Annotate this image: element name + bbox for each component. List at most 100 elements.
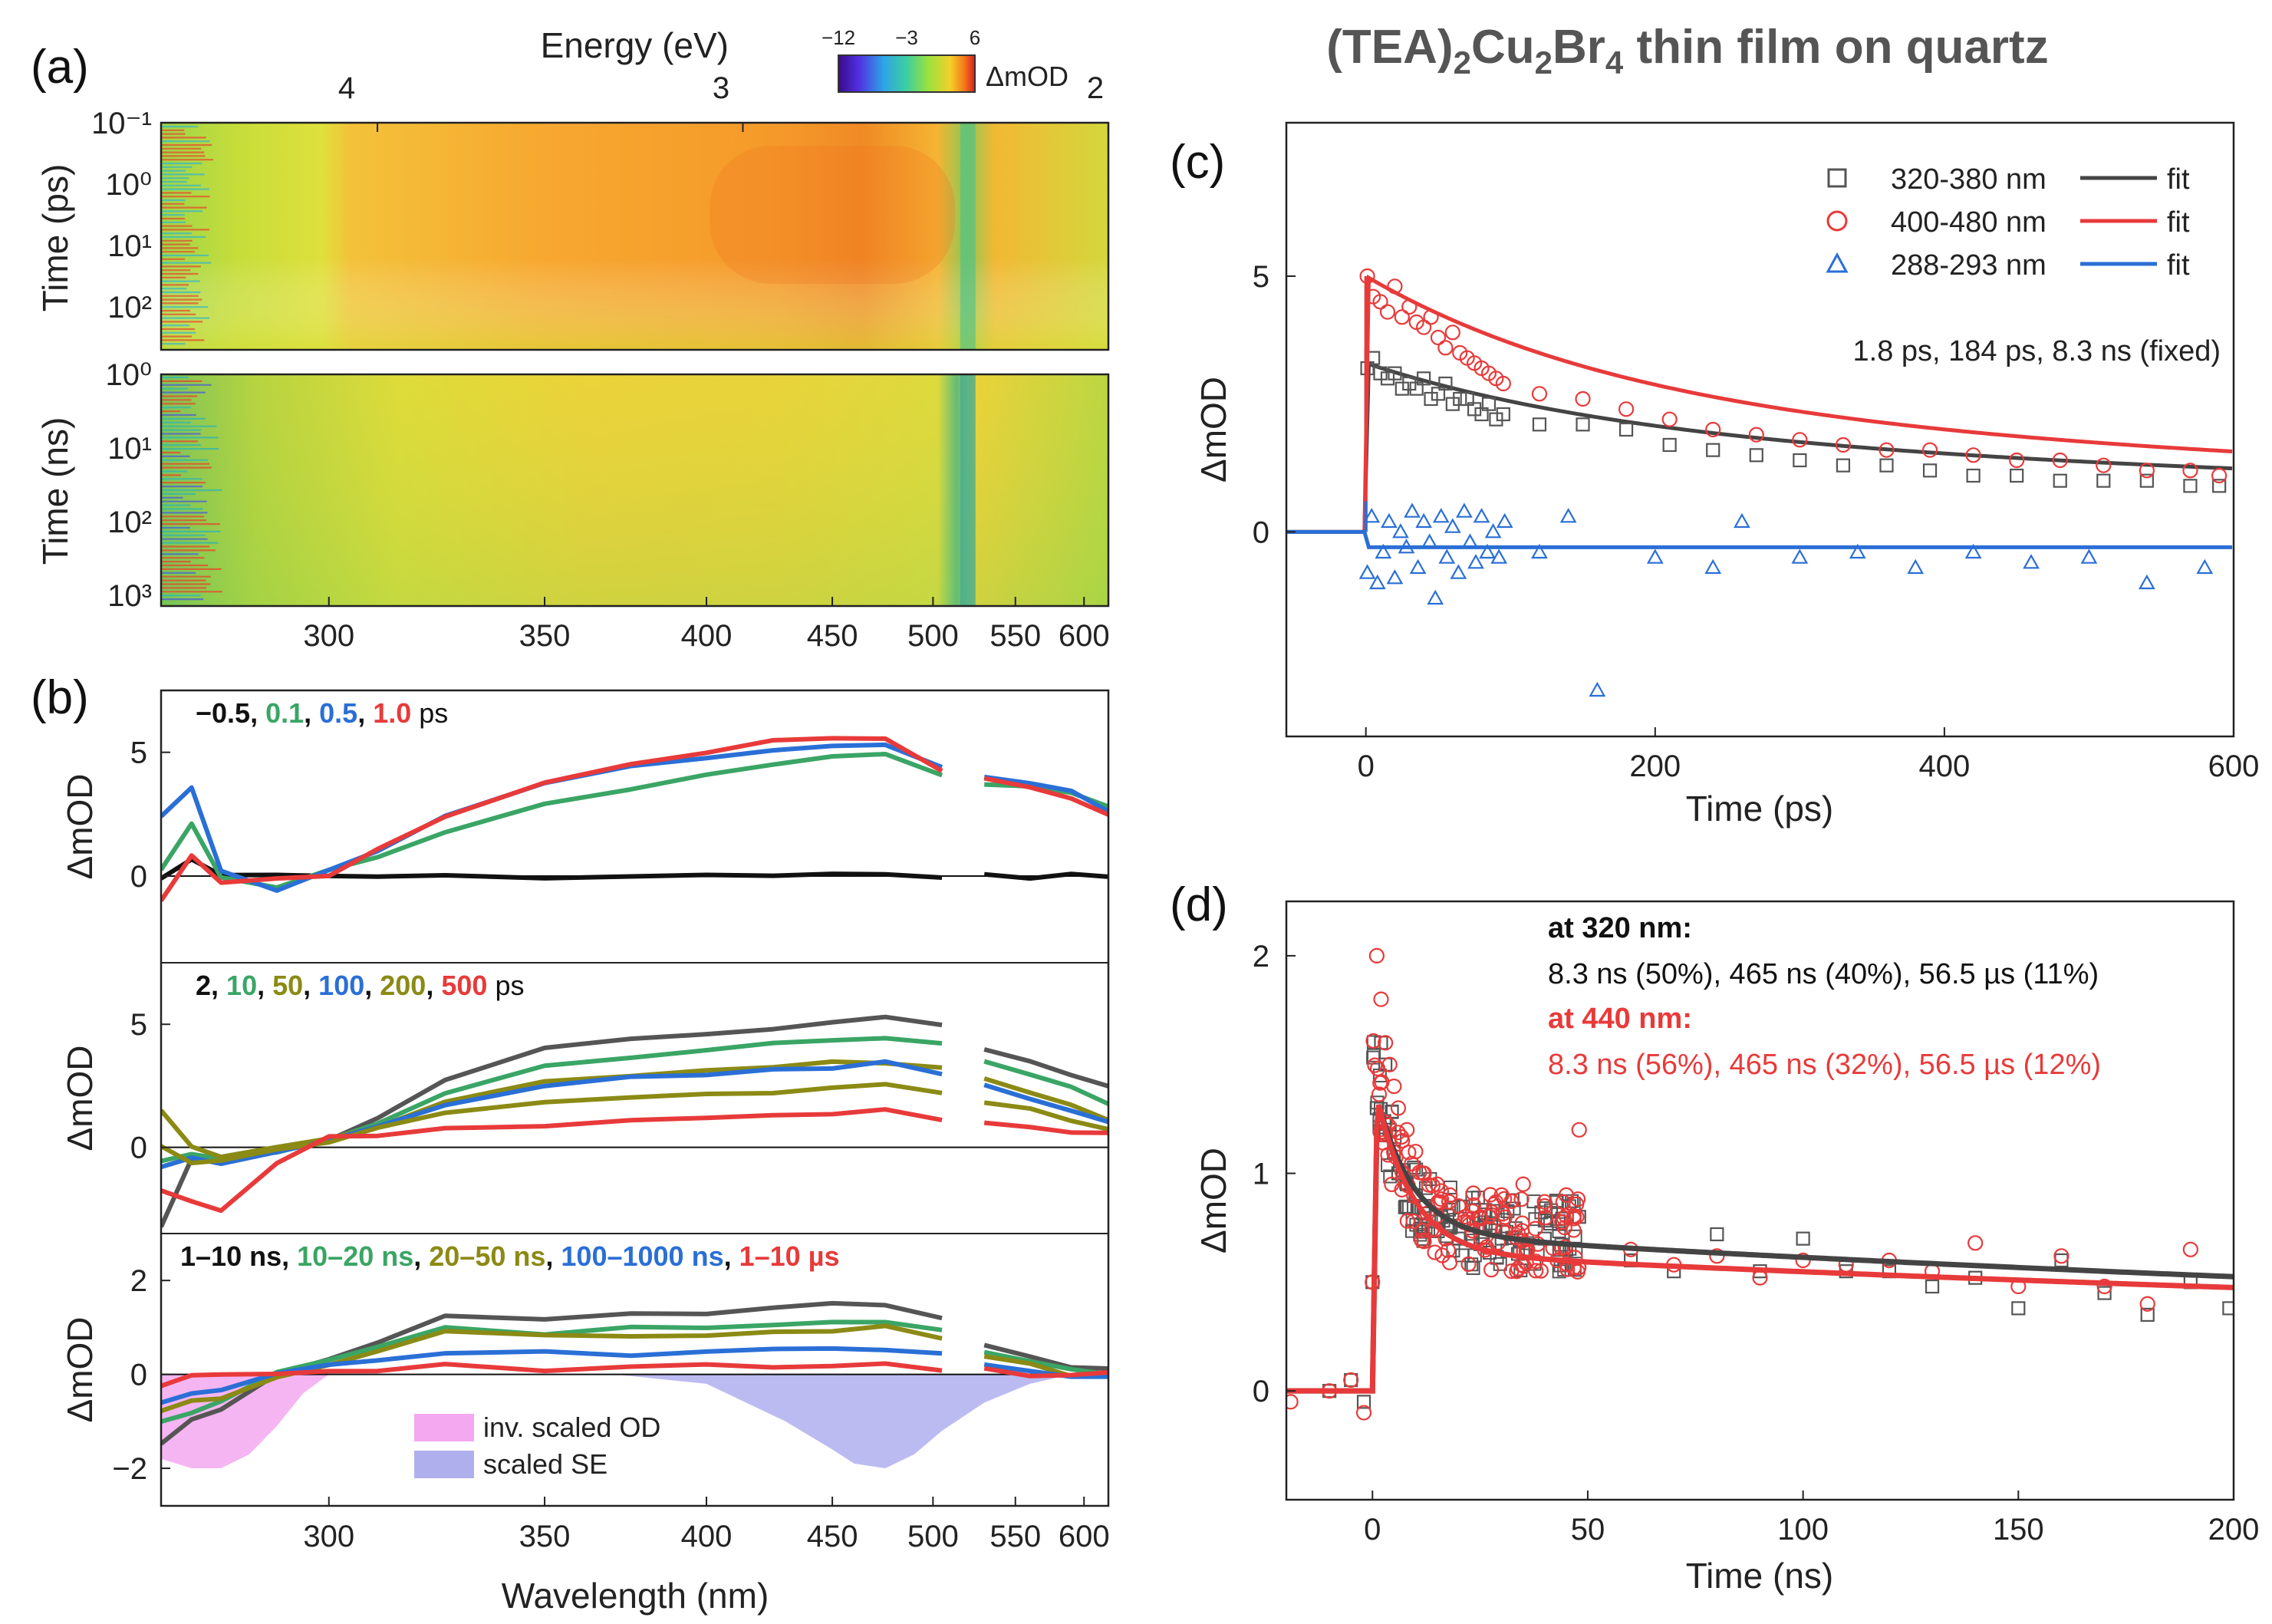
b-fill-legend-label: scaled SE	[483, 1448, 608, 1480]
colorbar	[838, 54, 976, 93]
heatmap-lower-shade	[161, 374, 1108, 606]
c-fit-line	[1286, 361, 2233, 534]
c-point-triangle	[1496, 512, 1513, 529]
d-cloud-circle	[1556, 1210, 1572, 1226]
c-point-circle	[1416, 319, 1432, 335]
c-point-circle	[2009, 452, 2025, 469]
c-point-circle	[1372, 294, 1388, 310]
panel-b: (b) 0 5 ΔmOD −0.5, 0.1, 0.5, 1.0 ps 0 5 ΔmOD 2…	[31, 671, 1110, 1616]
c-point-square	[1879, 458, 1894, 473]
d-xtick-label: 200	[2208, 1513, 2260, 1547]
c-point-square	[2183, 479, 2198, 493]
colorbar-tick-min: −12	[822, 26, 855, 49]
c-point-square	[1424, 391, 1438, 407]
c-point-square	[1388, 366, 1402, 380]
d-cloud-circle	[1441, 1254, 1458, 1270]
d-cloud-circle	[1427, 1244, 1443, 1260]
b-legend-part: 1–10 µs	[739, 1240, 840, 1272]
a-lower-ytick-0: 10⁰	[105, 358, 152, 392]
d-point-square	[1925, 1279, 1940, 1294]
d-point-circle	[1709, 1248, 1725, 1264]
d-cloud-square	[1443, 1180, 1457, 1194]
d-ytick-label: 2	[1253, 940, 1269, 973]
b-legend-part: 200	[380, 970, 426, 1001]
b-legend-part: ,	[724, 1240, 739, 1272]
c-point-square	[1489, 412, 1503, 427]
d-cloud-circle	[1567, 1250, 1583, 1266]
b-fill-legend-label: inv. scaled OD	[483, 1412, 660, 1443]
d-point-square	[2140, 1307, 2155, 1323]
b-fill-legend-swatch	[414, 1451, 474, 1478]
c-point-circle	[1423, 309, 1439, 325]
heatmap-upper-streaks	[161, 123, 976, 350]
d-cloud-circle	[1371, 1086, 1388, 1102]
c-point-circle	[1444, 324, 1460, 341]
b-xtick-label: 300	[303, 1520, 354, 1553]
b-legend-part: 0.1	[265, 697, 304, 729]
b-series-line-tail	[983, 1365, 1108, 1379]
c-point-triangle	[1432, 508, 1450, 523]
energy-tick-3: 3	[713, 71, 729, 105]
c-plot-area	[1286, 268, 2233, 697]
b-series-line-tail	[983, 774, 1108, 814]
c-point-square	[1576, 417, 1590, 432]
d-cloud-circle	[1414, 1232, 1430, 1248]
c-point-triangle	[1484, 523, 1502, 539]
b-series-line	[161, 736, 943, 902]
b-legend-part: 50	[272, 970, 303, 1001]
c-point-square	[1467, 402, 1482, 417]
b-series-line	[161, 1323, 943, 1414]
panel-d-frame	[1285, 900, 2235, 1501]
c-legend-fit-label: fit	[2167, 163, 2190, 196]
d-cloud-circle	[1497, 1191, 1513, 1207]
c-point-triangle	[1467, 554, 1484, 569]
d-point-square	[2011, 1301, 2026, 1316]
b-series-line	[161, 1346, 943, 1405]
d-point-circle	[1399, 1122, 1415, 1138]
heatmap-lower-artifact	[960, 374, 976, 606]
c-point-circle	[1401, 298, 1418, 315]
b-legend-part: ,	[357, 697, 373, 729]
c-legend-label: 400-480 nm	[1891, 206, 2046, 239]
a-xtick-label: 500	[907, 619, 959, 653]
colorbar-tick-max: 6	[970, 26, 980, 49]
d-ytick-label: 0	[1253, 1375, 1269, 1408]
c-point-triangle	[1444, 518, 1461, 533]
b-series-line	[161, 1107, 943, 1214]
b-ytick-label: 2	[130, 1264, 147, 1298]
d-point-circle	[1381, 1056, 1398, 1072]
d-cloud-circle	[1365, 1033, 1381, 1049]
d-cloud-circle	[1482, 1187, 1499, 1203]
c-point-circle	[1430, 329, 1447, 346]
c-xtick-label: 400	[1919, 749, 1971, 783]
b-series-line-tail	[983, 871, 1108, 881]
c-point-square	[2053, 473, 2067, 488]
b-ytick-label: −2	[112, 1452, 147, 1486]
c-point-square	[1402, 376, 1417, 391]
b-legend-part: ,	[304, 697, 319, 729]
c-point-square	[1431, 387, 1446, 401]
c-point-triangle	[1415, 512, 1433, 529]
b-ylabel: ΔmOD	[60, 1316, 100, 1422]
c-annotation: 1.8 ps, 184 ps, 8.3 ns (fixed)	[1853, 335, 2221, 367]
c-xtick-label: 0	[1358, 749, 1375, 783]
b-plot-area	[161, 736, 1108, 902]
c-point-triangle	[1589, 681, 1606, 697]
d-annotation-440-heading: at 440 nm:	[1548, 1003, 1692, 1035]
d-point-circle	[1472, 1209, 1488, 1225]
b-ytick-label: 0	[130, 1132, 147, 1165]
d-point-circle	[1967, 1235, 1984, 1251]
panel-b2: 0 5 ΔmOD 2, 10, 50, 100, 200, 500 ps	[60, 970, 1108, 1228]
c-point-square	[1373, 366, 1388, 380]
c-point-circle	[1879, 442, 1895, 458]
c-point-circle	[2211, 467, 2228, 484]
d-point-circle	[1343, 1372, 1359, 1388]
b-legend-part: 2	[196, 970, 211, 1001]
d-xtick-label: 150	[1993, 1513, 2044, 1547]
c-ytick-label: 0	[1253, 516, 1269, 549]
c-point-square	[1417, 371, 1431, 386]
panel-c-frame	[1285, 121, 2235, 738]
a-upper-ytick-2: 10¹	[107, 229, 152, 263]
d-cloud-circle	[1433, 1191, 1450, 1207]
a-xtick-label: 400	[681, 619, 733, 653]
